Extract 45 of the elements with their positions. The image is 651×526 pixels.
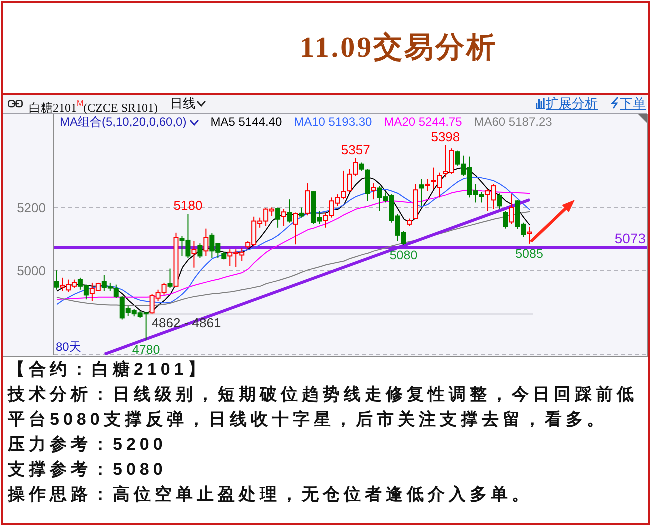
y-tick-label: 5000 [17, 263, 46, 278]
text: 技术分析：日线级别，短期破位趋势线走修复性调整，今日回踩前低平台5080支撑反弹，日线收十字星，后市关注支撑去留，看多。 [8, 384, 639, 431]
annotation: 5357 [341, 142, 370, 158]
candlestick [168, 268, 173, 288]
candlestick [299, 207, 304, 218]
candlestick [192, 240, 197, 268]
candlestick [497, 193, 502, 210]
ref-line-label: 5073 [614, 230, 646, 247]
candlestick [419, 178, 424, 207]
chart-title: 11.09交易分析 [300, 30, 498, 66]
candlestick [509, 194, 514, 225]
band-label: 4862 - 4861 [152, 315, 222, 330]
text: 日线 [170, 96, 196, 112]
candlestick [365, 168, 370, 202]
candlestick [527, 226, 532, 244]
text: 扩展分析 [546, 96, 598, 112]
annotation: 4780 [132, 342, 160, 357]
annotation: 5180 [174, 198, 203, 214]
candlestick [371, 183, 376, 200]
candlestick [54, 270, 59, 290]
candlestick [204, 228, 209, 257]
candlestick [305, 183, 310, 216]
text: 支撑参考：5080 [8, 459, 167, 481]
text: MA20 5244.75 [384, 115, 462, 129]
text: 操作思路：高位空单止盈处理，无仓位者逢低介入多单。 [8, 484, 533, 506]
annotation: 5085 [516, 246, 544, 261]
candlestick [276, 207, 281, 228]
text: 压力参考：5200 [8, 434, 167, 456]
chart-subtitle: 白糖2101$^{M}$(CZCE SR101) [29, 98, 158, 116]
candlestick [294, 212, 298, 246]
candlestick [198, 243, 203, 259]
y-tick-label: 5200 [17, 200, 46, 216]
text: MA60 5187.23 [474, 115, 552, 129]
text: 【合约：白糖2101】 [8, 359, 209, 381]
candlestick [503, 210, 508, 230]
candlestick [282, 208, 287, 227]
annotation: 5080 [390, 248, 418, 263]
legend-title: MA组合(5,10,20,0,60,0) [60, 115, 187, 129]
candlestick [288, 199, 293, 224]
annotation: 80天 [56, 340, 82, 354]
text: 下单 [620, 96, 646, 112]
text: MA10 5193.30 [294, 115, 372, 129]
annotation: 5398 [431, 129, 460, 144]
text: MA5 5144.40 [210, 115, 282, 129]
candlestick [425, 178, 430, 192]
